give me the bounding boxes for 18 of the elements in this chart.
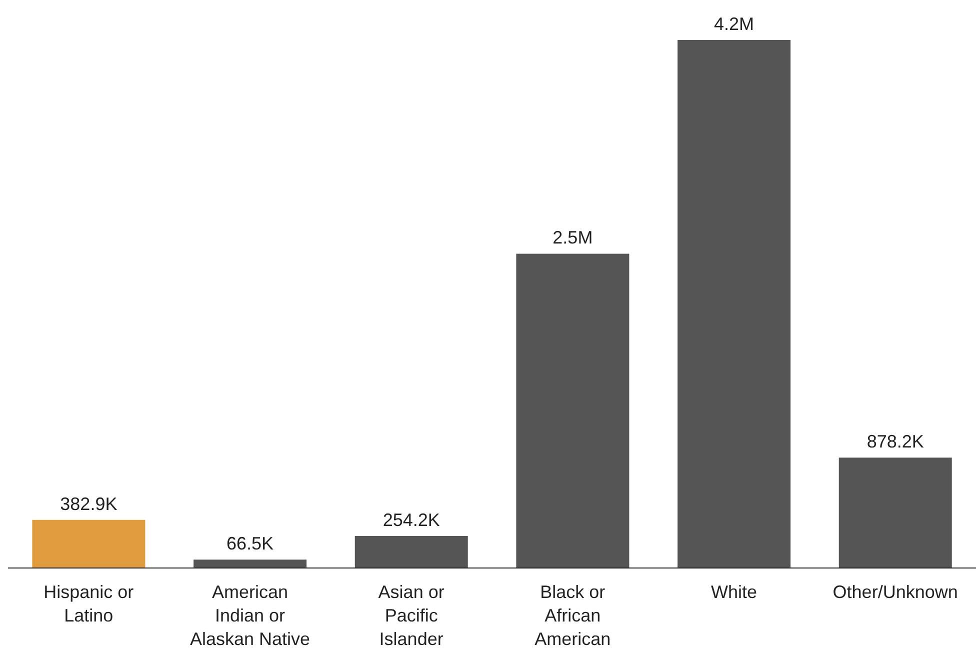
bar xyxy=(678,40,791,568)
x-tick-label: Other/Unknown xyxy=(832,582,958,602)
data-label: 4.2M xyxy=(714,14,754,34)
data-label: 66.5K xyxy=(226,534,274,554)
data-label: 254.2K xyxy=(382,510,440,530)
bar xyxy=(516,254,630,568)
bar xyxy=(354,536,468,568)
x-tick-label: Black or African American xyxy=(534,582,611,649)
x-tick-label: American Indian or Alaskan Native xyxy=(190,582,310,649)
x-tick-label: White xyxy=(710,582,758,602)
data-label: 2.5M xyxy=(552,228,593,248)
x-tick-label: Asian or Pacific Islander xyxy=(378,582,444,649)
bar xyxy=(838,458,952,568)
x-tick-label: Hispanic or Latino xyxy=(44,582,134,626)
data-label: 878.2K xyxy=(866,432,924,452)
data-label: 382.9K xyxy=(60,494,118,514)
bar xyxy=(32,520,146,568)
bar xyxy=(194,560,307,568)
